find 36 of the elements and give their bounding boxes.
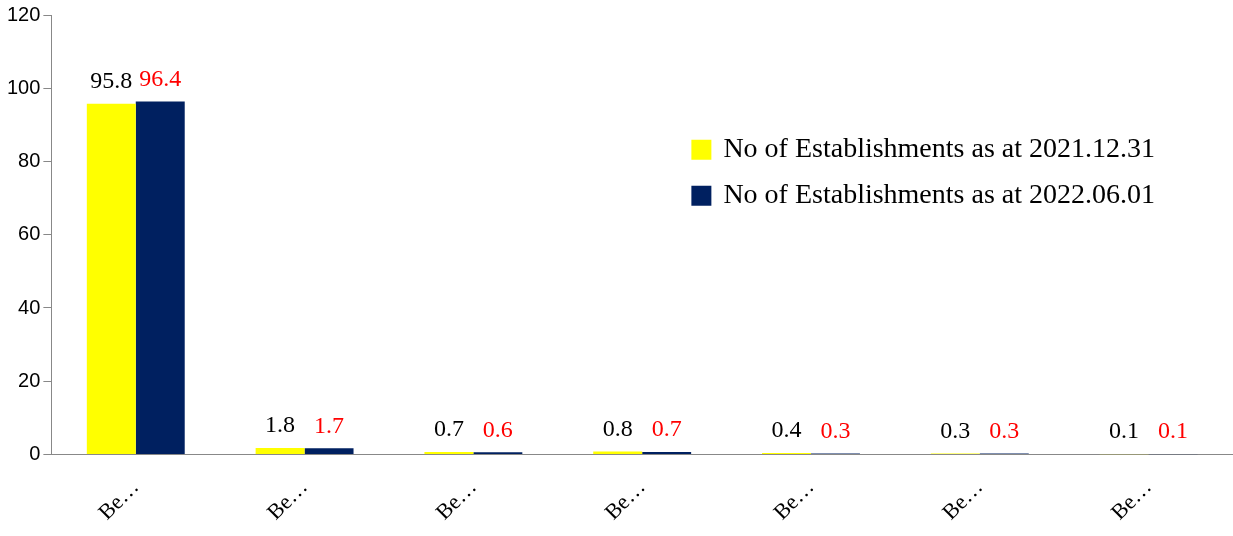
x-tick-label: Be…: [430, 473, 481, 525]
data-label: 0.6: [482, 415, 513, 442]
data-label: 0.8: [602, 414, 633, 441]
y-tick-label: 120: [6, 2, 41, 25]
bar: [424, 451, 474, 454]
bar: [135, 101, 185, 454]
x-tick-label: Be…: [92, 473, 144, 525]
y-tick-label: 80: [18, 149, 41, 172]
y-tick-label: 100: [6, 75, 41, 98]
data-label: 0.3: [820, 416, 851, 443]
x-tick-label: Be…: [1105, 473, 1157, 525]
y-tick-label: 20: [18, 368, 41, 391]
bar: [304, 448, 354, 454]
bar: [255, 447, 305, 454]
data-label: 0.4: [771, 416, 802, 443]
data-label: 96.4: [139, 64, 182, 91]
data-label: 95.8: [90, 66, 133, 93]
data-label: 0.3: [940, 416, 971, 443]
data-label: 0.3: [989, 416, 1020, 443]
bar: [86, 103, 136, 454]
data-label: 1.7: [314, 411, 345, 438]
y-tick-label: 0: [29, 442, 41, 465]
x-tick-label: Be…: [936, 473, 988, 525]
x-tick-label: Be…: [599, 473, 650, 525]
data-label: 0.7: [651, 415, 682, 442]
x-tick-label: Be…: [768, 473, 819, 525]
legend-label: No of Establishments as at 2021.12.31: [723, 132, 1155, 164]
data-label: 1.8: [265, 411, 296, 438]
y-tick-label: 40: [18, 295, 41, 318]
y-tick-label: 60: [18, 222, 41, 245]
data-label: 0.1: [1109, 417, 1140, 444]
x-tick-label: Be…: [261, 473, 313, 525]
legend-label: No of Establishments as at 2022.06.01: [723, 178, 1155, 210]
bar: [642, 451, 692, 454]
data-label: 0.1: [1158, 417, 1189, 444]
data-label: 0.7: [433, 415, 464, 442]
